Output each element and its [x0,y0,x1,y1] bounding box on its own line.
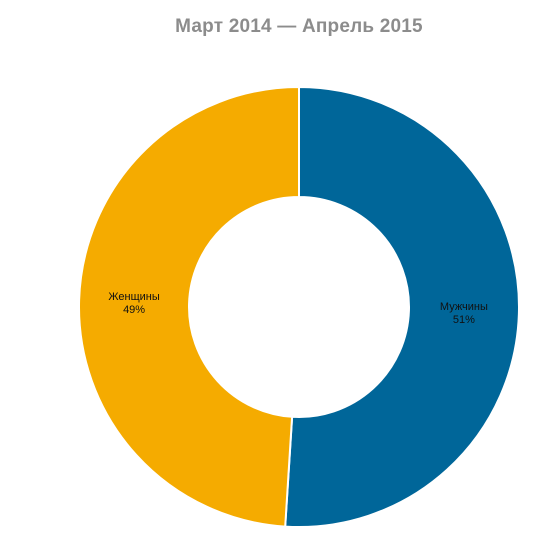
slice-value-0: 51% [453,314,475,326]
chart-title: Март 2014 — Апрель 2015 [175,16,423,37]
slice-value-1: 49% [123,304,145,316]
slice-name-0: Мужчины [440,301,488,313]
slice-0 [284,85,520,528]
slice-name-1: Женщины [108,291,159,303]
slice-1 [77,85,300,528]
